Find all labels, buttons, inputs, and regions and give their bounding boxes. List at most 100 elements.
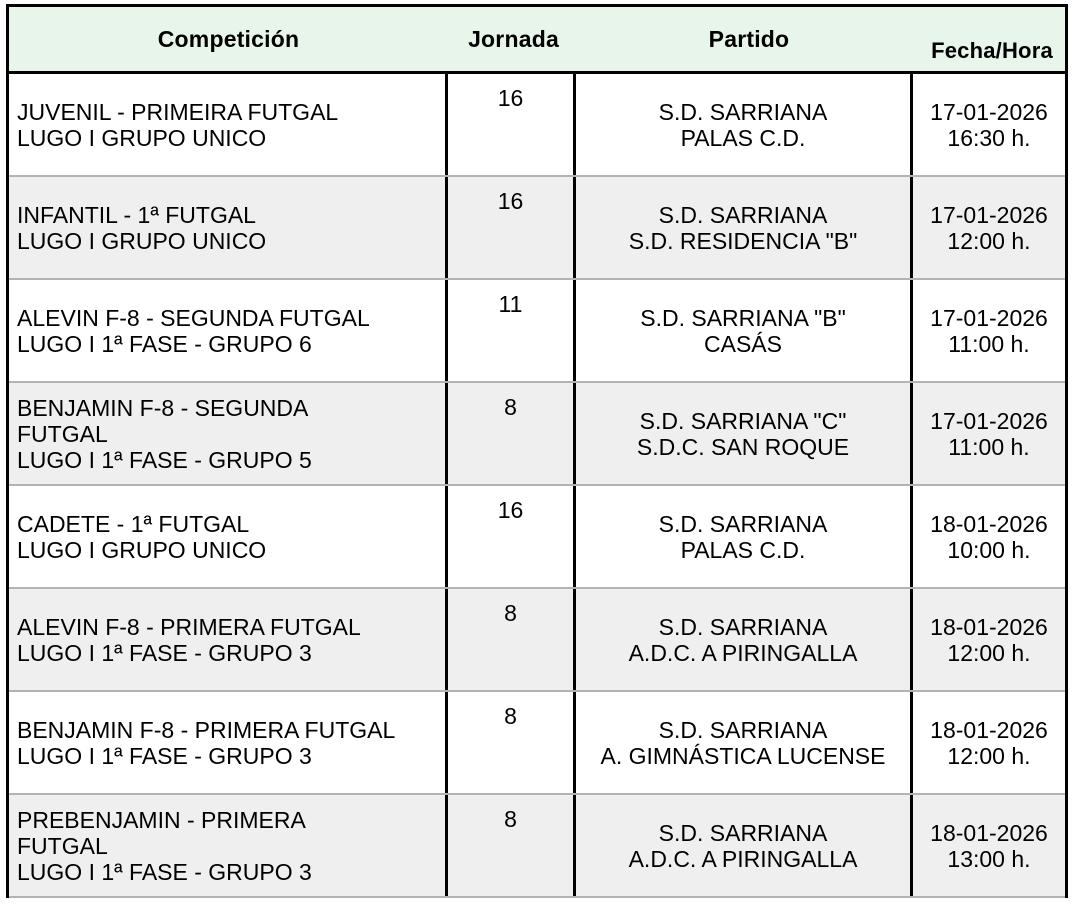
matchday-value: 16 <box>497 85 524 111</box>
competition-cell: INFANTIL - 1ª FUTGAL LUGO I GRUPO UNICO <box>9 177 445 278</box>
matchday-cell: 8 <box>445 692 573 793</box>
matchday-cell: 8 <box>445 383 573 484</box>
competition-cell: ALEVIN F-8 - SEGUNDA FUTGAL LUGO I 1ª FAS… <box>9 280 445 381</box>
competition-cell: JUVENIL - PRIMEIRA FUTGAL LUGO I GRUPO UN… <box>9 74 445 175</box>
match-home-team: S.D. SARRIANA <box>658 98 828 125</box>
header-fecha-hora: Fecha/Hora <box>931 38 1053 63</box>
competition-line: ALEVIN F-8 - PRIMERA FUTGAL <box>17 613 361 640</box>
table-body: JUVENIL - PRIMEIRA FUTGAL LUGO I GRUPO UN… <box>6 74 1068 898</box>
matchday-value: 8 <box>504 600 517 626</box>
fixture-row: JUVENIL - PRIMEIRA FUTGAL LUGO I GRUPO UN… <box>9 74 1065 177</box>
datetime-cell: 18-01-2026 10:00 h. <box>910 486 1065 587</box>
competition-line: LUGO I GRUPO UNICO <box>17 124 267 151</box>
time-value: 11:00 h. <box>948 433 1030 460</box>
competition-line: LUGO I 1ª FASE - GRUPO 3 <box>17 858 312 885</box>
time-value: 11:00 h. <box>948 330 1030 357</box>
datetime-cell: 18-01-2026 12:00 h. <box>910 589 1065 690</box>
time-value: 12:00 h. <box>947 227 1031 254</box>
match-home-team: S.D. SARRIANA <box>658 716 828 743</box>
date-value: 18-01-2026 <box>930 510 1048 537</box>
datetime-cell: 18-01-2026 12:00 h. <box>910 692 1065 793</box>
datetime-cell: 17-01-2026 11:00 h. <box>910 280 1065 381</box>
fixture-row: BENJAMIN F-8 - PRIMERA FUTGAL LUGO I 1ª F… <box>9 692 1065 795</box>
date-value: 17-01-2026 <box>930 304 1048 331</box>
match-cell: S.D. SARRIANA S.D. RESIDENCIA "B" <box>573 177 910 278</box>
competition-line: LUGO I 1ª FASE - GRUPO 5 <box>17 446 312 473</box>
match-cell: S.D. SARRIANA PALAS C.D. <box>573 486 910 587</box>
date-value: 18-01-2026 <box>930 613 1048 640</box>
fixture-row: INFANTIL - 1ª FUTGAL LUGO I GRUPO UNICO 1… <box>9 177 1065 280</box>
cutoff-row-stub <box>6 898 1068 907</box>
match-away-team: A. GIMNÁSTICA LUCENSE <box>600 742 886 769</box>
match-away-team: PALAS C.D. <box>680 536 806 563</box>
match-away-team: CASÁS <box>704 330 782 357</box>
competition-line: PREBENJAMIN - PRIMERA <box>17 806 306 833</box>
competition-cell: CADETE - 1ª FUTGAL LUGO I GRUPO UNICO <box>9 486 445 587</box>
match-away-team: S.D.C. SAN ROQUE <box>636 433 850 460</box>
time-value: 12:00 h. <box>947 639 1031 666</box>
competition-line: LUGO I 1ª FASE - GRUPO 6 <box>17 330 312 357</box>
matchday-cell: 8 <box>445 795 573 896</box>
time-value: 16:30 h. <box>947 124 1031 151</box>
competition-cell: ALEVIN F-8 - PRIMERA FUTGAL LUGO I 1ª FAS… <box>9 589 445 690</box>
competition-line: BENJAMIN F-8 - PRIMERA FUTGAL <box>17 716 396 743</box>
date-value: 17-01-2026 <box>930 98 1048 125</box>
competition-line: ALEVIN F-8 - SEGUNDA FUTGAL <box>17 304 370 331</box>
header-partido: Partido <box>708 25 790 52</box>
competition-line: BENJAMIN F-8 - SEGUNDA <box>17 394 309 421</box>
matchday-value: 16 <box>497 188 524 214</box>
competition-line: FUTGAL <box>17 832 108 859</box>
date-value: 18-01-2026 <box>930 716 1048 743</box>
date-value: 17-01-2026 <box>930 201 1048 228</box>
matchday-value: 11 <box>498 291 523 317</box>
competition-line: LUGO I 1ª FASE - GRUPO 3 <box>17 639 312 666</box>
competition-cell: PREBENJAMIN - PRIMERA FUTGAL LUGO I 1ª FAS… <box>9 795 445 896</box>
match-home-team: S.D. SARRIANA <box>658 201 828 228</box>
match-home-team: S.D. SARRIANA "B" <box>640 304 846 331</box>
match-cell: S.D. SARRIANA A.D.C. A PIRINGALLA <box>573 795 910 896</box>
matchday-cell: 16 <box>445 486 573 587</box>
time-value: 13:00 h. <box>947 845 1031 872</box>
match-away-team: A.D.C. A PIRINGALLA <box>628 639 858 666</box>
header-competicion: Competición <box>157 25 300 52</box>
datetime-cell: 18-01-2026 13:00 h. <box>910 795 1065 896</box>
match-home-team: S.D. SARRIANA "C" <box>639 407 847 434</box>
match-home-team: S.D. SARRIANA <box>658 613 828 640</box>
competition-line: INFANTIL - 1ª FUTGAL <box>17 201 256 228</box>
matchday-value: 8 <box>504 703 517 729</box>
match-away-team: S.D. RESIDENCIA "B" <box>628 227 858 254</box>
fixtures-table: Competición Jornada Partido Fecha/Hora J… <box>6 4 1068 907</box>
competition-line: LUGO I 1ª FASE - GRUPO 3 <box>17 742 312 769</box>
datetime-cell: 17-01-2026 11:00 h. <box>910 383 1065 484</box>
matchday-value: 8 <box>504 394 517 420</box>
competition-line: LUGO I GRUPO UNICO <box>17 227 267 254</box>
match-home-team: S.D. SARRIANA <box>658 819 828 846</box>
fixture-row: PREBENJAMIN - PRIMERA FUTGAL LUGO I 1ª FAS… <box>9 795 1065 898</box>
time-value: 10:00 h. <box>947 536 1031 563</box>
matchday-cell: 16 <box>445 74 573 175</box>
competition-line: JUVENIL - PRIMEIRA FUTGAL <box>17 98 339 125</box>
matchday-value: 16 <box>497 497 524 523</box>
matchday-cell: 16 <box>445 177 573 278</box>
matchday-value: 8 <box>504 806 517 832</box>
header-jornada: Jornada <box>468 25 559 52</box>
fixture-row: ALEVIN F-8 - PRIMERA FUTGAL LUGO I 1ª FAS… <box>9 589 1065 692</box>
match-away-team: PALAS C.D. <box>680 124 806 151</box>
competition-line: LUGO I GRUPO UNICO <box>17 536 267 563</box>
date-value: 18-01-2026 <box>930 819 1048 846</box>
match-away-team: A.D.C. A PIRINGALLA <box>628 845 858 872</box>
matchday-cell: 11 <box>445 280 573 381</box>
competition-cell: BENJAMIN F-8 - PRIMERA FUTGAL LUGO I 1ª F… <box>9 692 445 793</box>
competition-line: CADETE - 1ª FUTGAL <box>17 510 250 537</box>
datetime-cell: 17-01-2026 16:30 h. <box>910 74 1065 175</box>
table-header: Competición Jornada Partido Fecha/Hora <box>6 4 1068 74</box>
matchday-cell: 8 <box>445 589 573 690</box>
competition-cell: BENJAMIN F-8 - SEGUNDA FUTGAL LUGO I 1ª FA… <box>9 383 445 484</box>
match-home-team: S.D. SARRIANA <box>658 510 828 537</box>
match-cell: S.D. SARRIANA A.D.C. A PIRINGALLA <box>573 589 910 690</box>
date-value: 17-01-2026 <box>930 407 1048 434</box>
fixture-row: BENJAMIN F-8 - SEGUNDA FUTGAL LUGO I 1ª FA… <box>9 383 1065 486</box>
datetime-cell: 17-01-2026 12:00 h. <box>910 177 1065 278</box>
match-cell: S.D. SARRIANA "B" CASÁS <box>573 280 910 381</box>
fixture-row: CADETE - 1ª FUTGAL LUGO I GRUPO UNICO 16 … <box>9 486 1065 589</box>
